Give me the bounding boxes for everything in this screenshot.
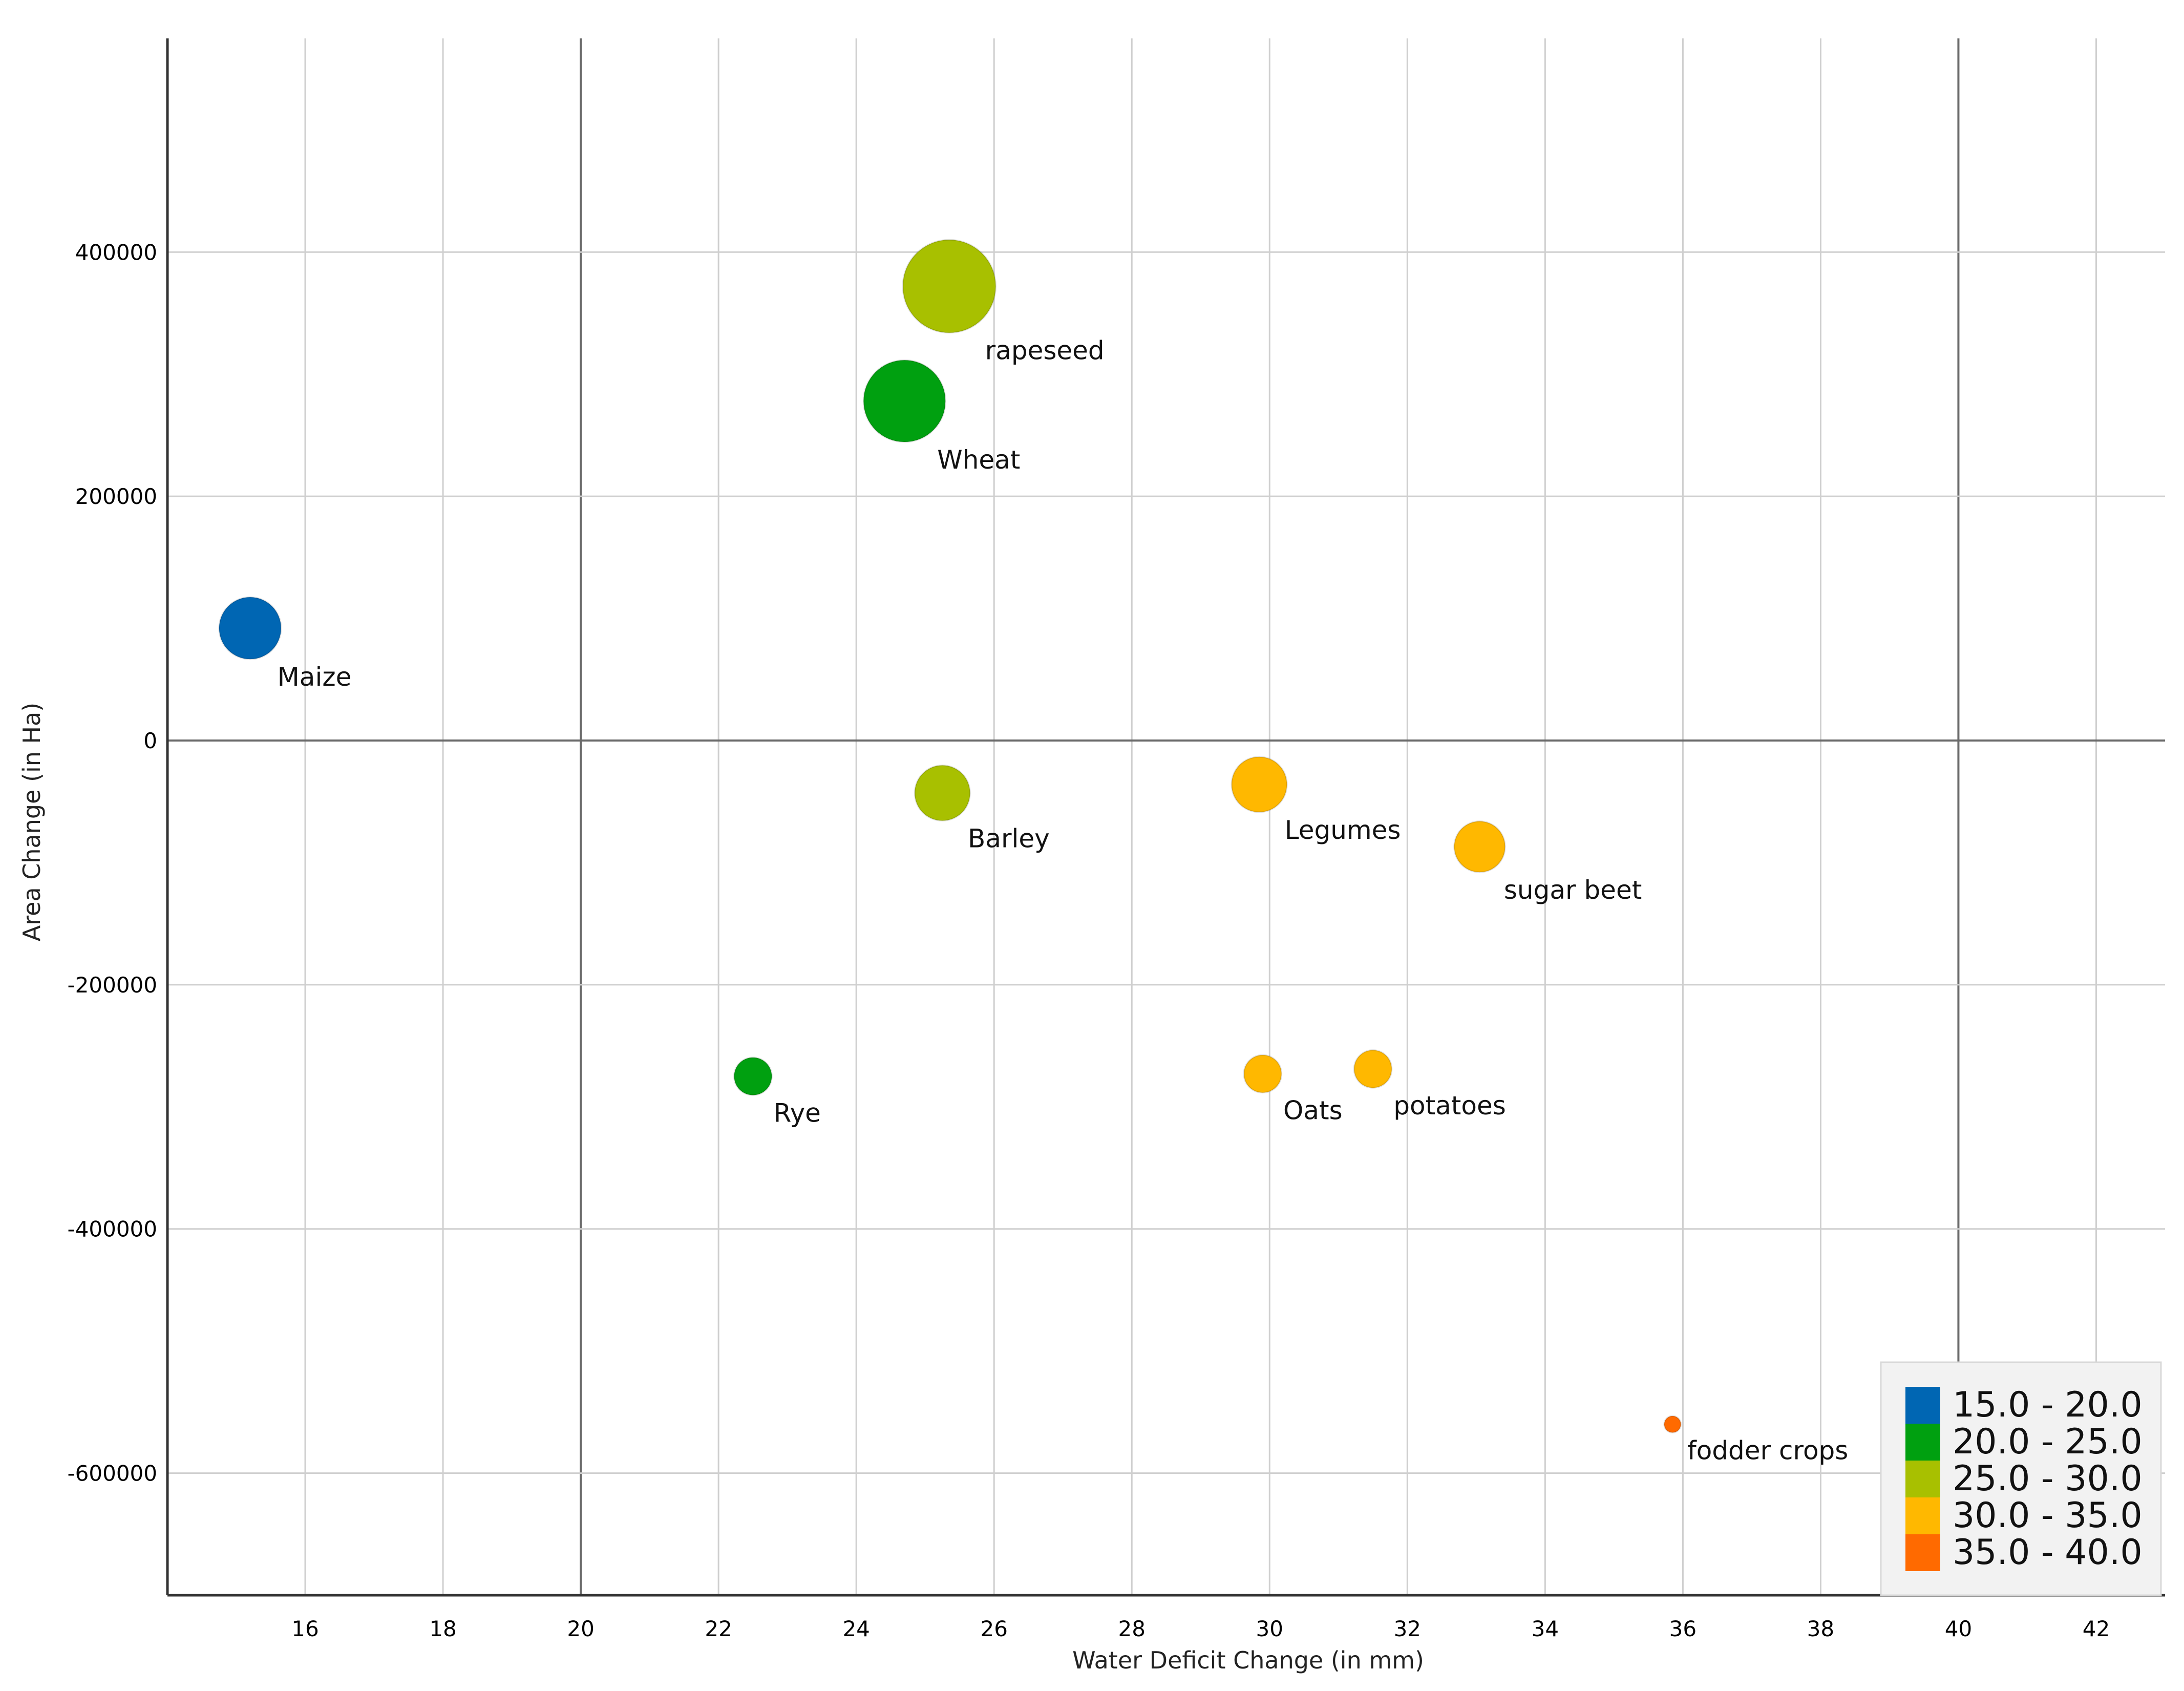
y-tick-label: 200000: [75, 484, 157, 509]
x-tick-label: 20: [567, 1616, 594, 1641]
bubble-label: Maize: [278, 662, 352, 692]
legend-swatch: [1905, 1497, 1940, 1534]
bubble-fodder-crops: [1663, 1415, 1682, 1433]
y-tick-label: -200000: [68, 973, 158, 998]
bubble-rye: [733, 1056, 773, 1096]
x-tick-label: 32: [1394, 1616, 1421, 1641]
x-axis-title: Water Deficit Change (in mm): [1072, 1646, 1424, 1674]
bubble-oats: [1243, 1054, 1283, 1094]
x-tick-label: 38: [1807, 1616, 1834, 1641]
x-tick-label: 28: [1118, 1616, 1146, 1641]
x-tick-label: 16: [291, 1616, 319, 1641]
bubble-potatoes: [1353, 1049, 1393, 1089]
x-tick-label: 36: [1669, 1616, 1697, 1641]
bubble-label: sugar beet: [1504, 875, 1642, 905]
x-tick-label: 26: [980, 1616, 1007, 1641]
x-tick-label: 42: [2083, 1616, 2110, 1641]
bubble-label: Wheat: [937, 445, 1020, 475]
y-tick-label: -600000: [68, 1461, 158, 1486]
x-tick-label: 18: [429, 1616, 456, 1641]
y-axis-title: Area Change (in Ha): [18, 703, 46, 941]
bubble-label: rapeseed: [985, 336, 1105, 366]
x-tick-labels: 16 18 20 22 24 26 28 30 32 34 36 38 40 42: [291, 1616, 2110, 1641]
legend-swatch: [1905, 1424, 1940, 1461]
y-tick-label: 0: [143, 728, 157, 753]
x-tick-label: 30: [1256, 1616, 1283, 1641]
bubble-wheat: [862, 359, 946, 443]
x-tick-label: 40: [1945, 1616, 1972, 1641]
bubble-barley: [914, 765, 971, 822]
axes: [166, 38, 2165, 1597]
legend-label: 30.0 - 35.0: [1953, 1495, 2143, 1536]
bubble-sugar-beet: [1453, 820, 1506, 873]
y-tick-labels: 400000 200000 0 -200000 -400000 -600000: [68, 240, 158, 1486]
legend-swatch: [1905, 1387, 1940, 1424]
bubble-label: Barley: [968, 824, 1050, 854]
legend-swatch: [1905, 1534, 1940, 1571]
legend-label: 25.0 - 30.0: [1953, 1459, 2143, 1499]
bubble-label: Oats: [1283, 1096, 1343, 1126]
x-tick-label: 24: [842, 1616, 870, 1641]
legend-label: 35.0 - 40.0: [1953, 1532, 2143, 1573]
bubble-legumes: [1231, 756, 1288, 813]
bubble-label: Rye: [774, 1098, 821, 1128]
legend-swatch: [1905, 1461, 1940, 1497]
bubble-label: Legumes: [1285, 815, 1401, 845]
bubble-rapeseed: [902, 239, 996, 334]
legend-label: 20.0 - 25.0: [1953, 1422, 2143, 1462]
bubble-label: potatoes: [1393, 1091, 1506, 1121]
bubble-labels: Maize rapeseed Wheat Barley Legumes sugar bee…: [278, 336, 1849, 1466]
bubble-label: fodder crops: [1687, 1435, 1848, 1465]
x-tick-label: 34: [1532, 1616, 1559, 1641]
bubble-maize: [218, 596, 282, 660]
legend: 15.0 - 20.020.0 - 25.025.0 - 30.030.0 - …: [1880, 1361, 2162, 1596]
y-tick-label: 400000: [75, 240, 157, 265]
x-tick-label: 22: [705, 1616, 732, 1641]
bubbles: [218, 239, 1682, 1433]
y-tick-label: -400000: [68, 1217, 158, 1242]
legend-label: 15.0 - 20.0: [1953, 1385, 2143, 1425]
